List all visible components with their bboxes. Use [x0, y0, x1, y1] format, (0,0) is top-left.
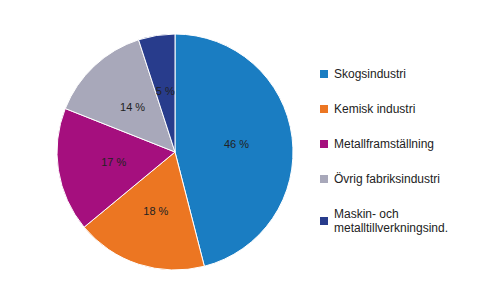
svg-text:18 %: 18 % [143, 205, 168, 217]
svg-text:Övrig fabriksindustri: Övrig fabriksindustri [334, 172, 440, 186]
svg-text:46 %: 46 % [224, 138, 249, 150]
svg-text:17 %: 17 % [101, 156, 126, 168]
svg-text:5 %: 5 % [156, 85, 175, 97]
svg-text:metalltillverkningsind.: metalltillverkningsind. [334, 221, 448, 235]
svg-text:Skogsindustri: Skogsindustri [334, 67, 406, 81]
svg-text:Metallframställning: Metallframställning [334, 137, 434, 151]
svg-text:Kemisk industri: Kemisk industri [334, 102, 415, 116]
svg-text:Maskin- och: Maskin- och [334, 207, 402, 221]
svg-text:14 %: 14 % [120, 101, 145, 113]
